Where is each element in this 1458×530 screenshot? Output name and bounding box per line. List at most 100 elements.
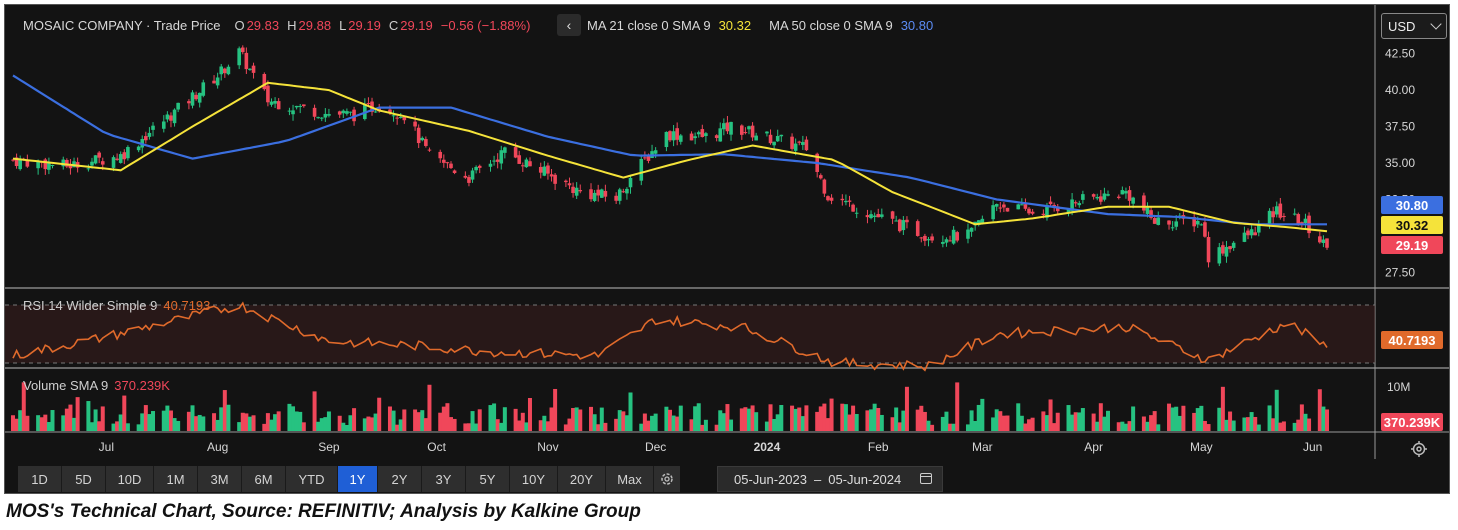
range-button-1d[interactable]: 1D [18,466,62,492]
range-button-1m[interactable]: 1M [154,466,198,492]
candle-body [1253,232,1257,236]
volume-bar [703,419,708,431]
candle-body [438,151,443,159]
close-price-tag: 29.19 [1381,236,1443,254]
volume-bar [915,409,920,431]
high-value: 29.88 [298,17,332,33]
volume-bar [563,424,568,431]
rsi-value: 40.7193 [163,298,211,313]
volume-bar [136,424,141,431]
volume-bar [21,382,26,431]
candle-body [653,150,658,154]
volume-bar [1220,386,1225,431]
range-button-6m[interactable]: 6M [242,466,286,492]
volume-bar [237,422,242,431]
range-button-5y[interactable]: 5Y [466,466,510,492]
candle-body [869,214,873,219]
candle-body [693,136,697,139]
range-button-2y[interactable]: 2Y [378,466,422,492]
volume-bar [362,418,367,431]
volume-bar [639,423,644,431]
candle-body [373,111,378,113]
candle-body [790,136,794,149]
volume-bar [172,418,177,431]
volume-bar [829,398,834,431]
volume-bar [890,417,895,431]
currency-select[interactable]: USD [1381,13,1447,39]
volume-bar [775,414,780,431]
volume-bar [901,410,906,431]
volume-bar [894,407,899,431]
candle-body [829,197,834,201]
volume-bar [879,414,884,431]
volume-bar [1228,411,1233,431]
volume-bar [1106,410,1110,431]
volume-bar [955,382,960,431]
candle-body [1199,224,1204,226]
volume-bar [574,407,579,431]
candle-body [477,165,482,168]
candle-body [718,128,723,142]
volume-bar [994,409,999,431]
candle-body [298,105,303,107]
volume-bar [50,410,55,431]
candle-body [768,134,773,144]
volume-bar [1023,423,1028,431]
volume-bar [492,403,497,431]
volume-bar [165,405,170,431]
volume-bar [420,410,425,431]
volume-bar [423,418,428,431]
candle-body [1195,220,1200,225]
volume-bar [474,423,479,431]
volume-bar [1170,407,1175,431]
candle-body [161,121,166,129]
candle-body [50,165,55,167]
volume-bar [201,416,206,431]
y-tick-label: 40.00 [1385,83,1415,97]
volume-bar [427,384,432,431]
range-button-1y[interactable]: 1Y [338,466,378,492]
candle-body [212,80,216,84]
range-button-10y[interactable]: 10Y [510,466,558,492]
toolbar-settings-button[interactable] [654,466,680,492]
rsi-label: RSI 14 Wilder Simple 9 [23,298,158,313]
candle-body [495,159,500,162]
candle-body [865,215,870,218]
volume-bar [739,408,744,431]
range-button-3y[interactable]: 3Y [422,466,466,492]
candle-body [240,47,245,53]
range-button-10d[interactable]: 10D [106,466,154,492]
range-button-ytd[interactable]: YTD [286,466,338,492]
volume-bar [513,408,518,431]
volume-bar [678,405,683,431]
candle-body [474,166,478,171]
candle-body [646,154,651,161]
volume-bar [524,422,529,431]
candle-body [1145,207,1150,214]
candle-body [596,189,600,196]
candle-body [826,196,830,201]
volume-bar [251,415,256,431]
candle-body [625,188,629,194]
candle-body [722,123,726,130]
candle-body [991,205,995,220]
chart-settings-icon[interactable] [1409,439,1429,459]
low-value: 29.19 [348,17,381,33]
chart-canvas[interactable]: 42.5040.0037.5035.0032.5027.5010MJulAugS… [5,5,1449,493]
range-button-max[interactable]: Max [606,466,654,492]
range-button-20y[interactable]: 20Y [558,466,606,492]
candle-body [553,174,557,184]
volume-bar [186,411,191,431]
candle-body [395,117,399,119]
volume-bar [1156,424,1161,431]
collapse-legend-button[interactable]: ‹ [557,14,581,36]
range-button-3m[interactable]: 3M [198,466,242,492]
candle-body [1318,236,1322,243]
volume-bar [772,418,777,431]
range-button-5d[interactable]: 5D [62,466,106,492]
candle-body [818,175,823,179]
volume-bar [262,423,267,431]
date-range-picker[interactable]: 05-Jun-2023 – 05-Jun-2024 [717,466,943,492]
candle-body [1116,196,1121,198]
candle-body [413,121,417,127]
